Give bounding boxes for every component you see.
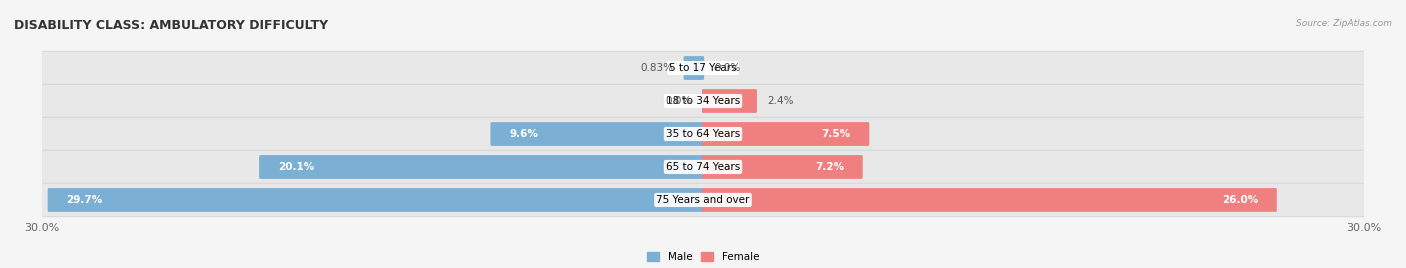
FancyBboxPatch shape bbox=[491, 122, 704, 146]
Text: 35 to 64 Years: 35 to 64 Years bbox=[666, 129, 740, 139]
Text: 0.83%: 0.83% bbox=[641, 63, 673, 73]
FancyBboxPatch shape bbox=[48, 188, 704, 212]
FancyBboxPatch shape bbox=[683, 56, 704, 80]
FancyBboxPatch shape bbox=[702, 89, 756, 113]
Text: 5 to 17 Years: 5 to 17 Years bbox=[669, 63, 737, 73]
FancyBboxPatch shape bbox=[41, 84, 1365, 118]
Text: 2.4%: 2.4% bbox=[766, 96, 793, 106]
Text: 7.5%: 7.5% bbox=[821, 129, 851, 139]
FancyBboxPatch shape bbox=[41, 117, 1365, 151]
Text: 75 Years and over: 75 Years and over bbox=[657, 195, 749, 205]
Text: 18 to 34 Years: 18 to 34 Years bbox=[666, 96, 740, 106]
Text: 65 to 74 Years: 65 to 74 Years bbox=[666, 162, 740, 172]
Text: Source: ZipAtlas.com: Source: ZipAtlas.com bbox=[1296, 19, 1392, 28]
FancyBboxPatch shape bbox=[41, 183, 1365, 217]
FancyBboxPatch shape bbox=[41, 51, 1365, 85]
Text: 7.2%: 7.2% bbox=[815, 162, 844, 172]
Legend: Male, Female: Male, Female bbox=[643, 248, 763, 266]
FancyBboxPatch shape bbox=[702, 155, 863, 179]
Text: 20.1%: 20.1% bbox=[278, 162, 314, 172]
FancyBboxPatch shape bbox=[702, 188, 1277, 212]
Text: DISABILITY CLASS: AMBULATORY DIFFICULTY: DISABILITY CLASS: AMBULATORY DIFFICULTY bbox=[14, 19, 328, 32]
Text: 0.0%: 0.0% bbox=[714, 63, 741, 73]
FancyBboxPatch shape bbox=[259, 155, 704, 179]
Text: 0.0%: 0.0% bbox=[665, 96, 692, 106]
Text: 9.6%: 9.6% bbox=[509, 129, 538, 139]
FancyBboxPatch shape bbox=[702, 122, 869, 146]
FancyBboxPatch shape bbox=[41, 150, 1365, 184]
Text: 26.0%: 26.0% bbox=[1222, 195, 1258, 205]
Text: 29.7%: 29.7% bbox=[66, 195, 103, 205]
